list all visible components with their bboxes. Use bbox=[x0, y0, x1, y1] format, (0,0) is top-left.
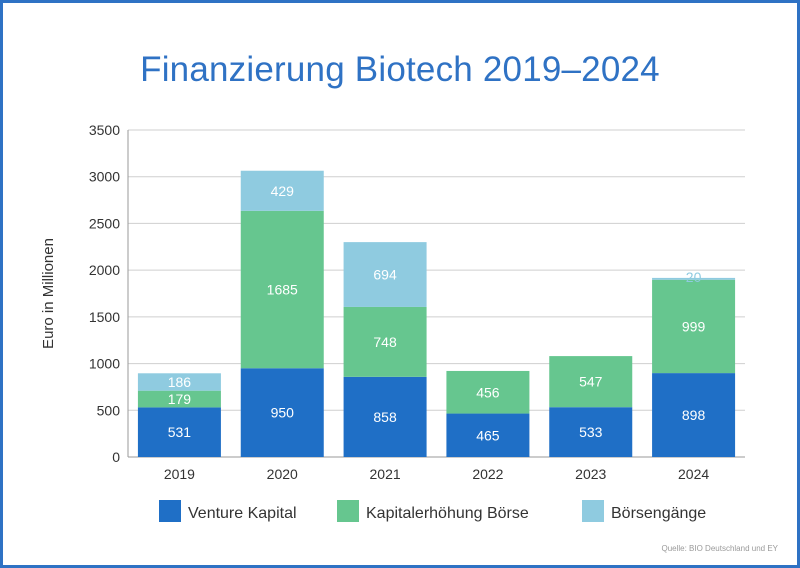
bar-segment bbox=[240, 170, 324, 211]
data-label: 531 bbox=[168, 424, 192, 440]
bar-segment bbox=[137, 373, 221, 391]
bar-segment bbox=[549, 356, 633, 408]
data-label: 858 bbox=[373, 409, 397, 425]
bar-segment bbox=[240, 368, 324, 457]
y-tick-label: 0 bbox=[112, 449, 120, 465]
bar-segment bbox=[343, 242, 427, 307]
legend-swatch bbox=[159, 500, 181, 522]
source-note: Quelle: BIO Deutschland und EY bbox=[661, 544, 778, 553]
legend-label: Venture Kapital bbox=[188, 505, 297, 522]
chart-title: Finanzierung Biotech 2019–2024 bbox=[140, 50, 660, 89]
y-tick-label: 500 bbox=[97, 402, 121, 418]
y-tick-label: 1000 bbox=[89, 356, 120, 372]
legend-swatch bbox=[582, 500, 604, 522]
data-label: 950 bbox=[271, 405, 295, 421]
y-tick-label: 2000 bbox=[89, 262, 120, 278]
data-label: 20 bbox=[686, 269, 702, 285]
x-tick-label: 2023 bbox=[575, 466, 606, 482]
legend-label: Kapitalerhöhung Börse bbox=[366, 505, 529, 522]
x-tick-label: 2020 bbox=[267, 466, 298, 482]
legend-swatch bbox=[337, 500, 359, 522]
data-label: 547 bbox=[579, 374, 603, 390]
bar-segment bbox=[652, 279, 736, 374]
y-tick-label: 2500 bbox=[89, 215, 120, 231]
data-label: 533 bbox=[579, 424, 603, 440]
data-label: 999 bbox=[682, 318, 706, 334]
bar-segment bbox=[549, 407, 633, 457]
data-label: 186 bbox=[168, 374, 192, 390]
data-label: 429 bbox=[271, 183, 295, 199]
bar-segment bbox=[446, 413, 530, 457]
y-axis-label: Euro in Millionen bbox=[40, 238, 57, 349]
x-tick-label: 2024 bbox=[678, 466, 709, 482]
data-label: 179 bbox=[168, 391, 192, 407]
data-label: 748 bbox=[373, 334, 397, 350]
bar-segment bbox=[446, 370, 530, 414]
bar-segment bbox=[240, 210, 324, 369]
data-label: 465 bbox=[476, 427, 500, 443]
data-label: 456 bbox=[476, 384, 500, 400]
data-label: 1685 bbox=[267, 282, 298, 298]
bar-segment bbox=[343, 306, 427, 377]
bar-segment bbox=[343, 376, 427, 457]
legend-label: Börsengänge bbox=[611, 505, 706, 522]
bar-segment bbox=[652, 373, 736, 457]
x-tick-label: 2022 bbox=[472, 466, 503, 482]
x-tick-label: 2021 bbox=[370, 466, 401, 482]
bar-segment bbox=[652, 277, 736, 280]
data-label: 898 bbox=[682, 407, 706, 423]
y-tick-label: 3000 bbox=[89, 169, 120, 185]
y-tick-label: 3500 bbox=[89, 122, 120, 138]
bar-segment bbox=[137, 407, 221, 457]
bar-segment bbox=[137, 390, 221, 408]
x-tick-label: 2019 bbox=[164, 466, 195, 482]
data-label: 694 bbox=[373, 267, 397, 283]
y-tick-label: 1500 bbox=[89, 309, 120, 325]
